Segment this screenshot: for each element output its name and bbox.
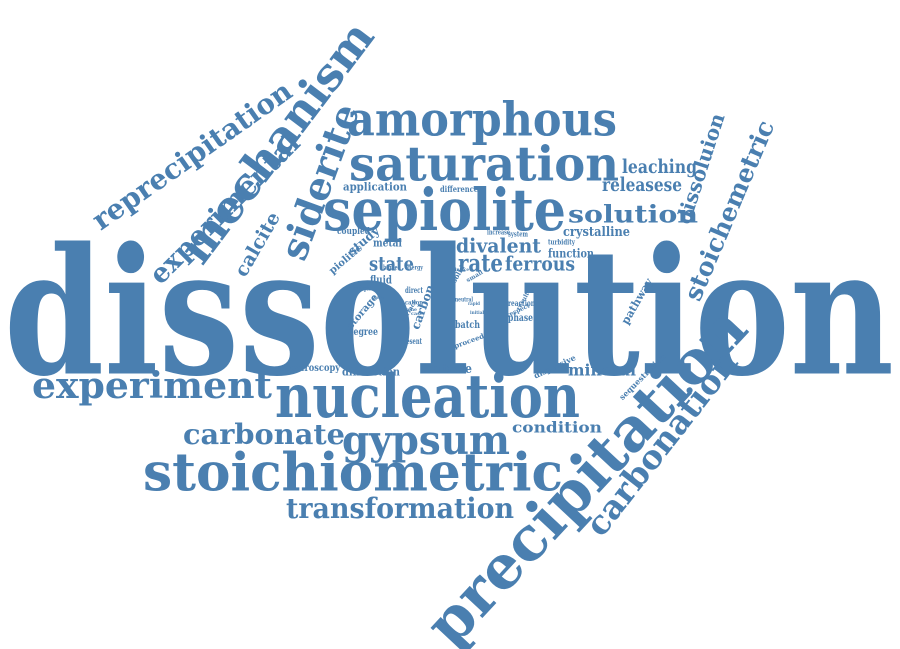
word-rapid: rapid: [468, 301, 480, 308]
word-isotopic: isotopic: [353, 283, 371, 293]
word-indice: indice: [455, 267, 469, 274]
word-degree: degree: [348, 327, 378, 339]
word-stoichiometric: stoichiometric: [143, 442, 563, 504]
word-batch: batch: [455, 320, 480, 332]
word-difference: difference: [440, 183, 478, 194]
word-divalent: divalent: [456, 233, 541, 258]
word-initial: initial: [470, 310, 484, 317]
word-ferrous: ferrous: [505, 251, 575, 276]
word-increase: increase: [487, 227, 510, 237]
word-condition: condition: [512, 418, 602, 437]
word-saturation: saturation: [349, 136, 619, 193]
word-energy: energy: [405, 264, 423, 272]
word-zone: zone: [405, 307, 417, 314]
word-sepiolite: sepiolite: [323, 175, 566, 244]
word-made: made: [372, 295, 384, 302]
word-cation: cation: [405, 299, 423, 307]
word-nucleation: nucleation: [275, 362, 580, 433]
word-state: state: [369, 251, 414, 276]
word-crystalline: crystalline: [563, 224, 630, 240]
word-transformation: transformation: [286, 492, 514, 526]
word-carbonate: carbonate: [183, 418, 345, 452]
word-amorphous: amorphous: [347, 92, 617, 148]
word-reaction: reaction: [508, 297, 535, 308]
word-neutral: neutral: [455, 296, 473, 304]
word-direct: direct: [405, 284, 423, 295]
word-spectroscopy: spectroscopy: [280, 363, 340, 375]
word-present: present: [400, 335, 422, 346]
word-dissolution: dissolution: [4, 210, 895, 416]
word-turbidity: turbidity: [548, 237, 575, 247]
word-function: function: [548, 246, 594, 261]
word-coupled: coupled: [337, 226, 370, 237]
word-application: application: [343, 180, 407, 194]
word-experiment: experiment: [32, 364, 272, 407]
word-higher: higher: [383, 264, 400, 272]
word-releasese: releasese: [602, 174, 682, 197]
word-leaching: leaching: [622, 156, 697, 179]
word-gypsum: gypsum: [342, 416, 510, 464]
word-solution: solution: [568, 199, 698, 229]
word-citrate: citrate: [432, 361, 472, 377]
word-system: system: [508, 229, 528, 239]
word-mineral: mineral: [568, 360, 636, 380]
word-rate: rate: [458, 248, 503, 278]
word-diffraction: diffraction: [342, 365, 400, 379]
word-phase: phase: [508, 313, 533, 325]
word-case: case: [411, 311, 423, 318]
word-fluid: fluid: [370, 273, 392, 287]
word-metal: metal: [373, 236, 402, 250]
